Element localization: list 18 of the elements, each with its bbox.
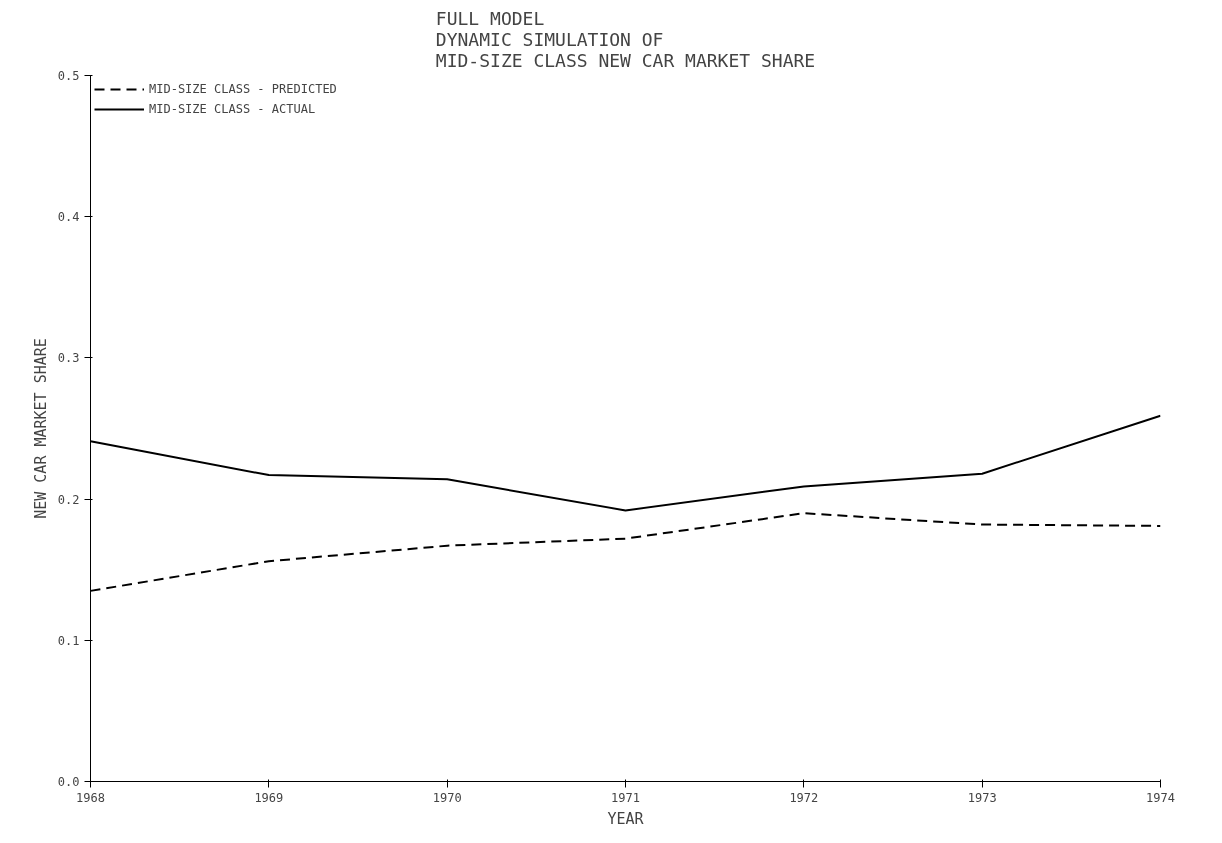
- y-axis-title: NEW CAR MARKET SHARE: [31, 338, 50, 519]
- x-tick-label: 1974: [1146, 790, 1175, 805]
- y-tick-label: 0.1: [57, 633, 80, 648]
- x-tick-label: 1969: [254, 790, 284, 805]
- x-tick-label: 1971: [611, 790, 640, 805]
- y-tick-label: 0.3: [57, 351, 80, 366]
- chart-title: FULL MODEL DYNAMIC SIMULATION OF MID-SIZE CLASS NEW CAR MARKET SHARE: [435, 7, 816, 71]
- legend-label: MID-SIZE CLASS - PREDICTED: [149, 82, 337, 96]
- x-tick-label: 1972: [789, 790, 819, 805]
- y-tick-label: 0.4: [57, 210, 80, 225]
- x-tick-label: 1968: [76, 790, 105, 805]
- y-tick-label: 0.5: [57, 69, 80, 83]
- x-axis-title: YEAR: [607, 809, 645, 828]
- x-tick-label: 1970: [432, 790, 462, 805]
- y-tick-label: 0.0: [57, 775, 80, 789]
- x-tick-label: 1973: [967, 790, 997, 805]
- legend-label: MID-SIZE CLASS - ACTUAL: [149, 102, 316, 116]
- y-tick-label: 0.2: [57, 492, 80, 507]
